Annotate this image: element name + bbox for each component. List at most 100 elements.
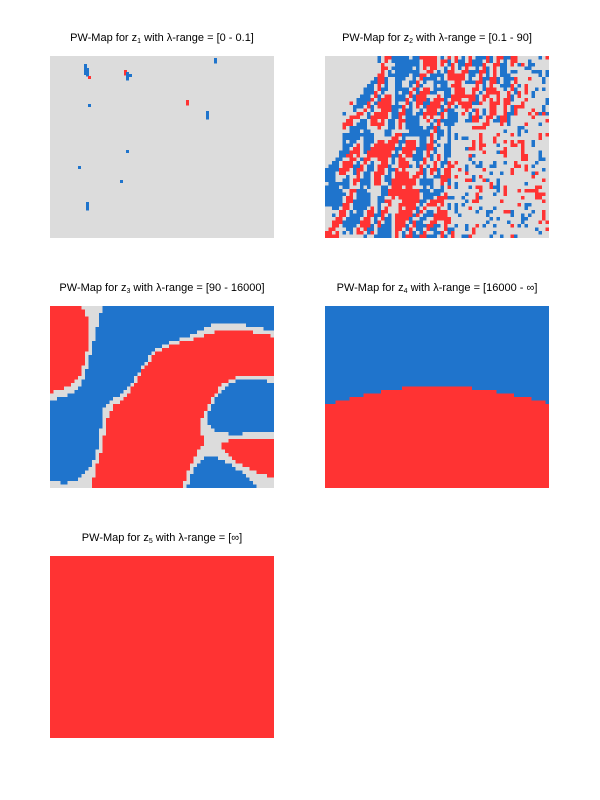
positive-cell [353, 178, 360, 182]
negative-cell [458, 63, 465, 67]
negative-cell [325, 369, 549, 373]
negative-cell [472, 161, 476, 165]
positive-cell [423, 66, 427, 70]
positive-cell [325, 418, 549, 422]
positive-cell [482, 150, 486, 154]
positive-cell [391, 196, 395, 200]
positive-cell [367, 150, 392, 154]
positive-cell [398, 122, 402, 126]
negative-cell [482, 224, 486, 228]
positive-cell [447, 56, 451, 60]
negative-cell [349, 140, 357, 144]
negative-cell [524, 203, 532, 207]
negative-cell [95, 334, 190, 338]
positive-cell [50, 383, 71, 387]
negative-cell [228, 432, 243, 436]
positive-cell [423, 115, 427, 119]
negative-cell [346, 175, 350, 179]
negative-cell [416, 227, 423, 231]
negative-cell [363, 87, 374, 91]
positive-cell [479, 77, 483, 81]
positive-cell [524, 91, 528, 95]
negative-cell [444, 143, 451, 147]
positive-cell [50, 306, 82, 310]
positive-cell [465, 178, 472, 182]
positive-cell [395, 224, 406, 228]
negative-cell [437, 133, 444, 137]
negative-cell [374, 234, 392, 238]
positive-cell [409, 231, 413, 235]
negative-cell [214, 397, 274, 401]
positive-cell [381, 108, 392, 112]
negative-cell [444, 91, 451, 95]
negative-cell [391, 105, 402, 109]
positive-cell [99, 460, 194, 464]
negative-cell [503, 59, 507, 63]
positive-cell [538, 220, 542, 224]
positive-cell [479, 73, 483, 77]
positive-cell [458, 101, 472, 105]
positive-cell [472, 140, 476, 144]
negative-cell [388, 182, 392, 186]
negative-cell [342, 133, 374, 137]
negative-cell [92, 341, 169, 345]
positive-cell [426, 150, 430, 154]
negative-cell [409, 217, 413, 221]
negative-cell [325, 323, 549, 327]
positive-cell [377, 105, 392, 109]
positive-cell [545, 119, 549, 123]
positive-cell [521, 157, 528, 161]
negative-cell [388, 122, 395, 126]
negative-cell [384, 77, 388, 81]
positive-cell [517, 140, 525, 144]
negative-cell [486, 178, 490, 182]
positive-cell [426, 227, 430, 231]
negative-cell [263, 327, 274, 331]
negative-cell [325, 203, 343, 207]
positive-cell [503, 192, 507, 196]
negative-cell [363, 143, 371, 147]
positive-cell [395, 171, 409, 175]
positive-cell [542, 210, 546, 214]
negative-cell [419, 140, 427, 144]
negative-cell [95, 327, 204, 331]
negative-cell [465, 168, 469, 172]
negative-cell [472, 63, 483, 67]
negative-cell [395, 84, 402, 88]
positive-cell [398, 161, 409, 165]
negative-cell [426, 210, 434, 214]
negative-cell [486, 220, 490, 224]
positive-cell [479, 70, 486, 74]
negative-cell [461, 234, 469, 238]
negative-cell [482, 84, 486, 88]
negative-cell [479, 196, 483, 200]
positive-cell [447, 185, 451, 189]
negative-cell [363, 129, 371, 133]
negative-cell [514, 91, 518, 95]
negative-cell [412, 73, 420, 77]
negative-cell [218, 393, 274, 397]
negative-cell [325, 390, 381, 394]
negative-cell [405, 126, 423, 130]
negative-cell [507, 220, 511, 224]
positive-cell [325, 463, 549, 467]
negative-cell [335, 157, 343, 161]
negative-cell [447, 182, 451, 186]
negative-cell [458, 66, 462, 70]
positive-cell [349, 101, 353, 105]
positive-cell [325, 484, 549, 488]
negative-cell [430, 157, 434, 161]
negative-cell [535, 227, 539, 231]
positive-cell [395, 234, 399, 238]
positive-cell [109, 411, 204, 415]
positive-cell [416, 94, 427, 98]
positive-cell [92, 477, 187, 481]
positive-cell [377, 224, 381, 228]
negative-cell [88, 365, 141, 369]
positive-cell [524, 84, 528, 88]
positive-cell [503, 147, 507, 151]
negative-cell [486, 73, 490, 77]
negative-cell [325, 376, 549, 380]
title-suffix: with λ-range = [0.1 - 90] [413, 32, 532, 44]
positive-cell [102, 435, 204, 439]
